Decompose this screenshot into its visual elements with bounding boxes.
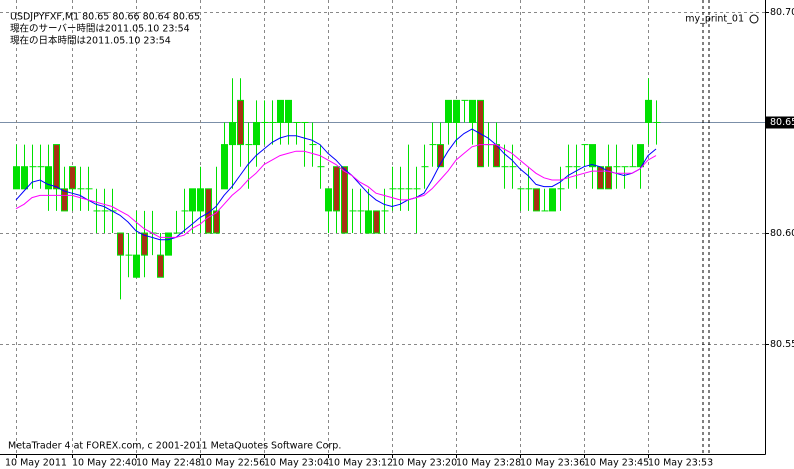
header-line: 現在の日本時間は2011.05.10 23:54 [10,35,171,47]
y-tick-label: 80.55 [770,339,794,350]
candle-body [589,144,596,168]
ma-line [15,128,657,241]
candle-body [453,99,460,123]
candle-body [45,166,52,190]
candle-body [141,232,148,256]
price-label-box [766,116,794,129]
candle-body [133,254,140,278]
plot-area [13,78,661,300]
candle-body [373,210,380,234]
candle-body [533,188,540,212]
candle-body [237,99,244,146]
footer: MetaTrader 4 at FOREX.com, c 2001-2011 M… [8,441,341,452]
candle-body [333,166,340,212]
candle-body [253,121,260,146]
x-tick-label: 10 May 23:53 [648,458,713,469]
header-line: USDJPYFXF,M1 80.65 80.66 80.64 80.65 [10,12,200,23]
candle-body [597,166,604,190]
candle-body [13,166,20,190]
candle-body [229,121,236,146]
candle-body [365,210,372,234]
x-tick-label: 10 May 22:56 [200,458,265,469]
x-tick-label: 10 May 23:04 [264,458,329,469]
candle-body [445,99,452,123]
x-tick-label: 10 May 22:40 [72,458,137,469]
candle-body [645,99,652,123]
candle-body [53,144,60,190]
x-tick-label: 10 May 23:12 [328,458,393,469]
candle-body [285,99,292,123]
candle-body [21,166,28,190]
candle-body [637,144,644,168]
x-tick-label: 10 May 23:45 [584,458,649,469]
candle-body [605,166,612,190]
candle-body [213,210,220,234]
header-line: 現在のサーバー時間は2011.05.10 23:54 [10,23,190,35]
candle-body [197,188,204,212]
candle-body [549,188,556,212]
y-tick-label: 80.60 [770,228,794,239]
candle-body [325,188,332,212]
y-tick-label: 80.70 [770,7,794,18]
candle-body [221,144,228,190]
candle-body [341,166,348,234]
ma-line [15,144,657,238]
x-tick-label: 10 May 23:28 [456,458,521,469]
x-tick-label: 10 May 22:48 [136,458,201,469]
price-label: 80.65 [770,117,794,128]
candle-body [277,99,284,123]
candle-body [69,166,76,190]
indicator-label: my_print_01 [685,14,744,25]
candle-body [157,254,164,278]
candle-body [205,188,212,234]
candle-body [165,232,172,256]
candle-body [117,232,124,256]
x-tick-label: 10 May 23:36 [520,458,585,469]
indicator-icon [749,14,759,24]
candle-body [469,99,476,123]
candle-body [437,144,444,168]
x-tick-label: 10 May 2011 [5,458,67,469]
candle-body [189,188,196,212]
candle-body [61,188,68,212]
grid [0,0,765,453]
x-tick-label: 10 May 23:20 [392,458,457,469]
